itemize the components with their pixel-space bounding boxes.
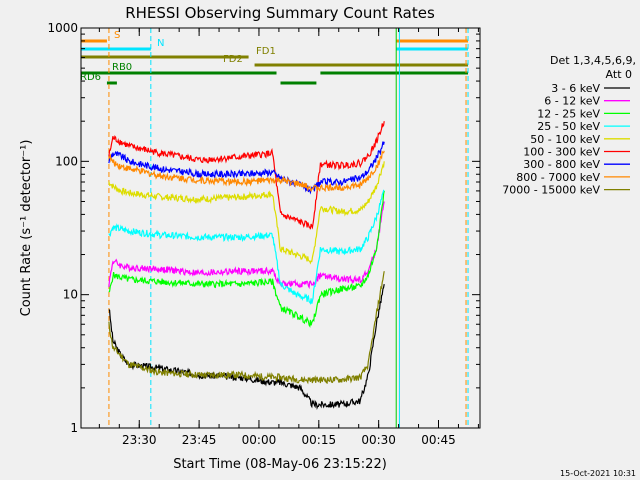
series-line xyxy=(108,141,385,195)
series-line xyxy=(108,121,385,230)
y-tick-label: 1000 xyxy=(47,21,78,35)
legend-item-label: 12 - 25 keV xyxy=(537,107,600,120)
flag-bar-segment xyxy=(81,39,107,43)
flag-bar-label: FD1 xyxy=(256,46,276,57)
series-line xyxy=(108,189,385,305)
flag-bar-label: RD6 xyxy=(80,72,101,83)
legend-item-label: 100 - 300 keV xyxy=(523,146,600,159)
vertical-markers-layer xyxy=(108,28,469,428)
y-tick-label: 1 xyxy=(70,421,78,435)
series-line xyxy=(108,150,385,193)
x-tick-label: 00:15 xyxy=(302,433,337,447)
legend-header-line-2: Att 0 xyxy=(606,68,632,81)
x-tick-label: 23:30 xyxy=(122,433,157,447)
x-tick-label: 00:45 xyxy=(421,433,456,447)
flag-bar-segment xyxy=(396,47,469,51)
x-tick-label: 00:00 xyxy=(242,433,277,447)
series-line xyxy=(108,161,385,265)
flag-bars-layer: S N FD1 FD2 RB0 RD6 xyxy=(80,30,469,85)
flag-bar-segment xyxy=(81,47,151,51)
y-axis-label: Count Rate (s⁻¹ detector⁻¹) xyxy=(19,140,34,317)
flag-bar-segment xyxy=(106,81,117,85)
y-tick-label: 10 xyxy=(63,288,78,302)
plot-timestamp: 15-Oct-2021 10:31 xyxy=(560,469,636,478)
flag-bar-segment xyxy=(254,63,469,67)
x-axis-label: Start Time (08-May-06 23:15:22) xyxy=(173,457,387,472)
flag-bar-label: S xyxy=(114,30,120,41)
legend-item-label: 6 - 12 keV xyxy=(544,95,600,108)
series-line xyxy=(108,283,385,410)
series-layer xyxy=(108,121,385,410)
legend-item-label: 25 - 50 keV xyxy=(537,120,600,133)
flag-bar-segment xyxy=(396,39,469,43)
chart-title: RHESSI Observing Summary Count Rates xyxy=(125,4,435,22)
axes-layer: 1 10 100 1000 23:30 23:45 00:00 00:15 00:30 00:45 xyxy=(47,21,480,447)
legend-item-label: 7000 - 15000 keV xyxy=(502,184,600,197)
series-line xyxy=(108,271,385,385)
flag-bar-segment xyxy=(81,71,277,75)
flag-bar-label: RB0 xyxy=(112,62,132,73)
legend-item-label: 50 - 100 keV xyxy=(530,133,600,146)
legend-item-label: 3 - 6 keV xyxy=(551,82,600,95)
flag-bar-segment xyxy=(280,81,317,85)
legend-header-line-1: Det 1,3,4,5,6,9, xyxy=(550,54,636,67)
x-tick-label: 00:30 xyxy=(361,433,396,447)
series-line xyxy=(108,201,385,290)
flag-bar-label: FD2 xyxy=(223,54,243,65)
x-tick-label: 23:45 xyxy=(182,433,217,447)
plot-frame xyxy=(80,27,481,429)
y-tick-label: 100 xyxy=(55,154,78,168)
flag-bar-label: N xyxy=(157,38,164,49)
flag-bar-segment xyxy=(320,71,469,75)
series-line xyxy=(108,190,385,328)
flag-bar-segment xyxy=(81,55,249,59)
legend-item-label: 800 - 7000 keV xyxy=(516,171,600,184)
legend-item-label: 300 - 800 keV xyxy=(523,158,600,171)
